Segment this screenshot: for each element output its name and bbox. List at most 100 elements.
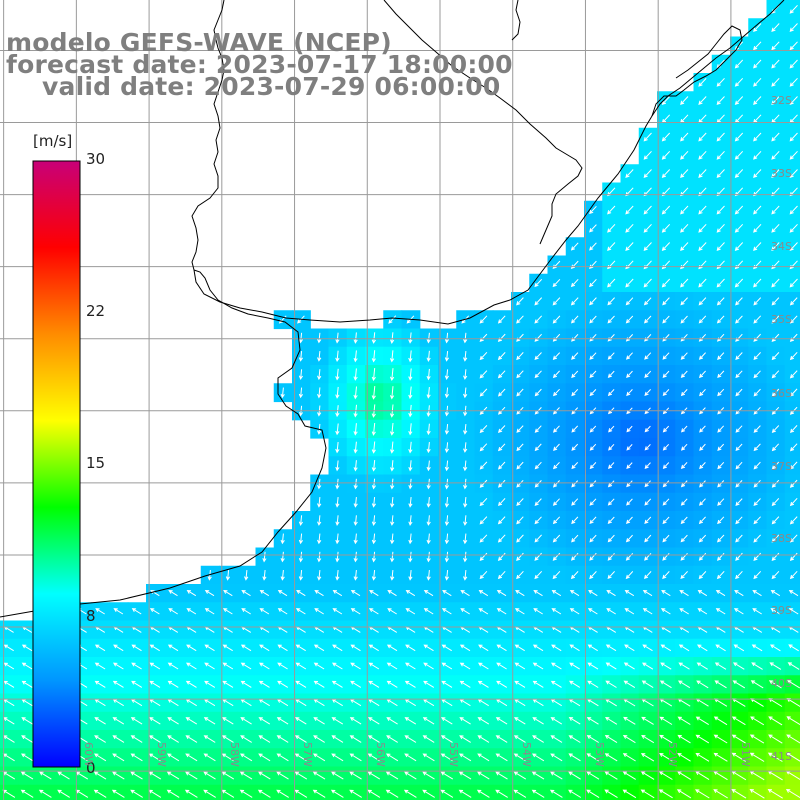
wind-arrow	[497, 388, 506, 397]
wind-arrow	[262, 551, 267, 563]
wind-arrow	[423, 608, 434, 615]
wind-arrow	[515, 590, 525, 597]
lagoa-mirim-shore	[651, 25, 743, 117]
wind-direction-arrows	[2, 4, 800, 799]
wind-arrow	[789, 516, 798, 525]
wind-arrow	[534, 516, 542, 525]
wind-arrow	[221, 771, 235, 780]
colorbar-tick-22: 22	[86, 302, 106, 320]
wind-arrow	[716, 242, 725, 251]
wind-arrow	[317, 423, 322, 435]
wind-arrow	[644, 480, 651, 488]
wind-arrow	[644, 425, 651, 433]
wind-arrow	[789, 315, 798, 324]
wind-arrow	[771, 169, 780, 178]
wind-arrow	[386, 753, 399, 762]
wind-arrow	[552, 370, 560, 379]
wind-arrow	[607, 480, 615, 488]
speed-cell	[602, 784, 622, 800]
speed-cell	[784, 18, 800, 38]
wind-arrow	[442, 590, 452, 597]
wind-arrow	[276, 771, 289, 780]
wind-arrow	[112, 735, 125, 743]
wind-arrow	[477, 735, 490, 743]
wind-arrow	[331, 771, 344, 780]
wind-arrow	[680, 352, 688, 360]
wind-arrow	[571, 534, 579, 543]
wind-arrow	[644, 462, 651, 469]
wind-arrow	[607, 242, 616, 251]
wind-arrow	[479, 370, 488, 379]
wind-arrow	[295, 644, 306, 652]
speed-cell	[456, 784, 476, 800]
wind-arrow	[277, 590, 288, 597]
wind-arrow	[298, 551, 304, 563]
wind-arrow	[713, 734, 728, 744]
speed-cell	[419, 784, 439, 800]
wind-arrow	[516, 370, 524, 379]
wind-arrow	[771, 59, 780, 69]
lon-label-55W: 55W	[447, 742, 460, 767]
wind-arrow	[753, 223, 762, 233]
wind-arrow	[771, 516, 780, 525]
wind-arrow	[534, 425, 542, 433]
wind-arrow	[422, 789, 435, 798]
wind-arrow	[551, 590, 562, 597]
wind-arrow	[570, 278, 579, 288]
wind-arrow	[695, 716, 709, 726]
wind-arrow	[463, 533, 468, 545]
wind-arrow	[750, 680, 764, 689]
wind-arrow	[496, 608, 507, 615]
wind-arrow	[459, 644, 471, 652]
wind-arrow	[625, 278, 634, 288]
speed-cell	[784, 182, 800, 202]
wind-arrow	[586, 753, 600, 762]
speed-cell	[273, 784, 293, 800]
wind-arrow	[298, 351, 304, 362]
wind-arrow	[644, 370, 652, 378]
wind-arrow	[130, 771, 143, 780]
wind-arrow	[408, 515, 413, 526]
wind-arrow	[643, 278, 652, 288]
wind-arrow	[495, 789, 508, 798]
model-title: modelo GEFS-WAVE (NCEP)	[6, 28, 392, 57]
wind-arrow	[680, 534, 688, 543]
speed-cell	[529, 784, 549, 800]
speed-cell	[784, 383, 800, 403]
wind-arrow	[533, 590, 543, 597]
speed-cell	[784, 602, 800, 622]
coastline-uruguay-atlantic	[193, 0, 785, 325]
wind-arrow	[298, 332, 304, 344]
parana-delta-shore	[511, 0, 521, 41]
wind-arrow	[607, 552, 615, 561]
wind-arrow	[423, 662, 434, 670]
wind-arrow	[532, 753, 545, 762]
wind-arrow	[258, 753, 271, 762]
wind-arrow	[130, 753, 143, 762]
wind-arrow	[662, 534, 670, 543]
colorbar	[32, 160, 81, 768]
wind-arrow	[204, 662, 215, 670]
wind-arrow	[408, 441, 413, 454]
speed-cell	[146, 784, 165, 800]
wind-arrow	[789, 23, 798, 32]
wind-arrow	[426, 497, 431, 508]
wind-arrow	[734, 77, 744, 87]
wind-arrow	[408, 533, 413, 545]
speed-cell	[164, 784, 184, 800]
wind-arrow	[386, 662, 398, 670]
wind-arrow	[294, 789, 308, 798]
wind-arrow	[749, 752, 765, 762]
wind-arrow	[658, 789, 673, 799]
wind-arrow	[386, 735, 398, 743]
wind-arrow	[479, 443, 488, 452]
wind-arrow	[534, 297, 543, 306]
wind-arrow	[479, 461, 488, 470]
wind-arrow	[694, 789, 710, 799]
wind-arrow	[149, 680, 161, 688]
wind-arrow	[404, 753, 417, 762]
wind-arrow	[680, 498, 688, 506]
wind-arrow	[534, 388, 542, 397]
wind-arrow	[295, 680, 307, 688]
wind-arrow	[463, 369, 468, 380]
